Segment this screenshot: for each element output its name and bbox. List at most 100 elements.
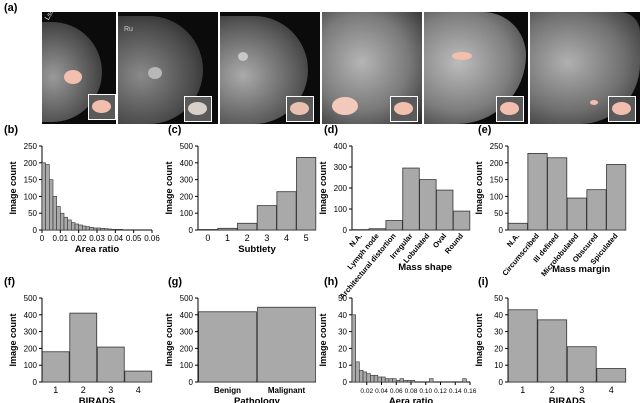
chart-f-y-tick-label: 300 [24,328,38,337]
chart-g-y-tick-label: 100 [180,361,194,370]
chart-d-y-tick-label: 300 [334,163,348,172]
panel-label-g: (g) [168,276,183,288]
chart-b-bar [67,219,72,231]
chart-e-xlabel: Mass margin [552,264,610,275]
chart-h-bar [392,378,397,383]
chart-d-y-tick-label: 200 [334,184,348,193]
mass-inset [390,96,418,122]
mass-overlay [332,97,358,115]
chart-d-y-tick-label: 400 [334,142,348,151]
chart-i-x-tick-label: 1 [520,385,525,395]
tile-mark: Ru [124,26,133,33]
chart-h-y-tick-label: 0 [343,378,348,387]
chart-f-bar [41,351,70,383]
mammogram-tile-6 [530,12,640,124]
chart-c-bar [276,191,297,231]
chart-h-x-tick-label: 0.08 [405,388,418,395]
chart-f-y-tick-label: 500 [24,294,38,303]
mass-overlay [238,52,248,61]
chart-b-xlabel: Area ratio [75,244,120,255]
chart-h-bar [370,374,375,383]
chart-b-bar [93,227,98,231]
mass-overlay [64,70,82,84]
mass-overlay [148,67,162,79]
chart-c-y-tick-label: 500 [180,142,194,151]
chart-c-bar [256,205,277,231]
chart-b-bar [100,228,105,231]
chart-i-x-tick-label: 2 [550,385,555,395]
chart-h-bar [429,378,434,383]
chart-i-x-tick-label: 3 [579,385,584,395]
chart-e-bar [547,157,568,231]
mammogram-tile-2: Ru [118,12,218,124]
chart-e-y-tick-label: 0 [499,226,504,235]
panel-label-d: (d) [324,124,339,136]
chart-c-bar [296,157,317,231]
chart-h-xlabel: Aera ratio [389,396,434,403]
chart-h-x-tick-label: 0.06 [390,388,403,395]
chart-c-x-tick-label: 3 [264,233,269,243]
chart-e-bar [507,222,528,231]
chart-b-bar [89,227,94,231]
chart-b-x-tick-label: 0.03 [89,234,105,243]
chart-b-x-tick-label: 0.02 [71,234,87,243]
chart-c-bar [217,227,238,231]
chart-c-bar [237,222,258,231]
chart-e-y-tick-label: 100 [490,192,504,201]
chart-g-y-tick-label: 400 [180,311,194,320]
chart-h-x-tick-label: 0.04 [375,388,388,395]
chart-d-y-tick-label: 0 [343,226,348,235]
chart-b-y-tick-label: 0 [33,226,38,235]
chart-b-bar [85,226,90,231]
chart-f-y-tick-label: 0 [33,378,38,387]
chart-f-bar [96,346,125,383]
chart-h-x-tick-label: 0.12 [434,388,447,395]
chart-b-bar [74,223,79,231]
chart-h-y-tick-label: 30 [338,328,347,337]
chart-c-y-tick-label: 200 [180,192,194,201]
chart-f-x-tick-label: 2 [81,385,86,395]
chart-c-bar [197,229,218,231]
panel-label-a: (a) [4,2,18,14]
chart-g-bar [198,311,257,383]
chart-i-y-tick-label: 0 [499,378,504,387]
chart-h-bar [388,378,393,383]
chart-d-y-tick-label: 100 [334,205,348,214]
chart-b-x-tick-label: 0.04 [108,234,124,243]
chart-b-y-tick-label: 50 [28,209,37,218]
chart-c-x-tick-label: 0 [205,233,210,243]
chart-h-bar [381,376,386,383]
chart-b-bar [45,164,50,231]
chart-h-bar [377,376,382,383]
chart-h-bar [410,380,415,383]
chart-i-y-tick-label: 40 [494,311,503,320]
chart-b-y-tick-label: 150 [24,176,38,185]
mass-inset [608,96,636,122]
chart-h-bar [366,373,371,383]
panel-label-e: (e) [478,124,492,136]
chart-i-xlabel: BIRADS [549,396,585,403]
chart-d-xlabel: Mass shape [398,262,452,273]
chart-d-bar [402,167,420,231]
chart-h-y-tick-label: 50 [338,294,347,303]
chart-b-bar [71,222,76,231]
chart-b-ylabel: Image count [8,161,18,214]
chart-e-x-tick-label: N.A. [505,232,522,249]
chart-d-x-tick-label: Round [443,231,465,255]
chart-h-bar [384,378,390,383]
chart-c-y-tick-label: 100 [180,209,194,218]
chart-h-y-tick-label: 10 [338,361,347,370]
chart-d-ylabel: Image count [318,161,328,214]
chart-d-bar [452,210,471,231]
chart-h-bar [407,380,412,383]
chart-f-x-tick-label: 1 [53,385,58,395]
chart-b-x-tick-label: 0.06 [144,234,160,243]
chart-i-y-tick-label: 50 [494,294,503,303]
mammogram-tile-5 [424,12,528,124]
chart-e-bar [606,164,627,231]
chart-f-bar [69,312,98,383]
chart-b-bar [111,229,116,231]
chart-g-x-tick-label: Benign [214,386,241,395]
chart-h-x-tick-label: 0.10 [419,388,432,395]
chart-i-x-tick-label: 4 [609,385,614,395]
